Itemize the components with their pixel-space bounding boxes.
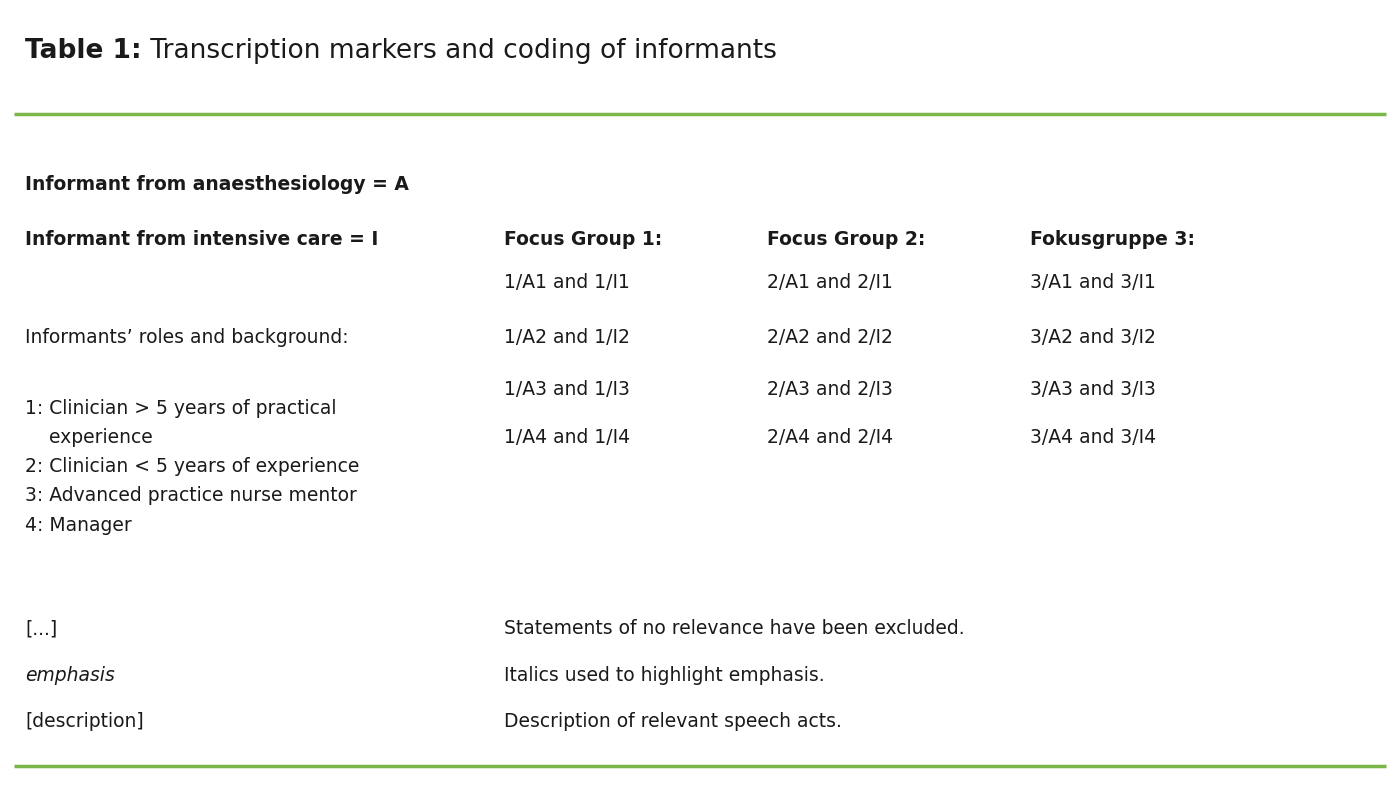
Text: 3/A3 and 3/I3: 3/A3 and 3/I3	[1030, 380, 1156, 399]
Text: experience: experience	[25, 428, 153, 447]
Text: Statements of no relevance have been excluded.: Statements of no relevance have been exc…	[504, 619, 965, 638]
Text: [description]: [description]	[25, 712, 144, 731]
Text: 2/A3 and 2/I3: 2/A3 and 2/I3	[767, 380, 893, 399]
Text: 1/A2 and 1/I2: 1/A2 and 1/I2	[504, 329, 630, 347]
Text: Description of relevant speech acts.: Description of relevant speech acts.	[504, 712, 841, 731]
Text: 3/A4 and 3/I4: 3/A4 and 3/I4	[1030, 428, 1156, 447]
Text: Informant from intensive care = I: Informant from intensive care = I	[25, 230, 378, 249]
Text: Informant from anaesthesiology = A: Informant from anaesthesiology = A	[25, 175, 409, 194]
Text: 1: Clinician > 5 years of practical: 1: Clinician > 5 years of practical	[25, 399, 336, 418]
Text: [...]: [...]	[25, 619, 57, 638]
Text: Informants’ roles and background:: Informants’ roles and background:	[25, 329, 349, 347]
Text: 1/A4 and 1/I4: 1/A4 and 1/I4	[504, 428, 630, 447]
Text: Focus Group 1:: Focus Group 1:	[504, 230, 662, 249]
Text: 2/A1 and 2/I1: 2/A1 and 2/I1	[767, 274, 893, 292]
Text: 1/A3 and 1/I3: 1/A3 and 1/I3	[504, 380, 630, 399]
Text: Italics used to highlight emphasis.: Italics used to highlight emphasis.	[504, 667, 825, 685]
Text: 1/A1 and 1/I1: 1/A1 and 1/I1	[504, 274, 630, 292]
Text: 3/A2 and 3/I2: 3/A2 and 3/I2	[1030, 329, 1156, 347]
Text: emphasis: emphasis	[25, 667, 115, 685]
Text: 4: Manager: 4: Manager	[25, 516, 132, 534]
Text: 3: Advanced practice nurse mentor: 3: Advanced practice nurse mentor	[25, 487, 357, 505]
Text: 2: Clinician < 5 years of experience: 2: Clinician < 5 years of experience	[25, 457, 360, 476]
Text: Table 1:: Table 1:	[25, 38, 141, 64]
Text: Fokusgruppe 3:: Fokusgruppe 3:	[1030, 230, 1196, 249]
Text: Focus Group 2:: Focus Group 2:	[767, 230, 925, 249]
Text: 2/A4 and 2/I4: 2/A4 and 2/I4	[767, 428, 893, 447]
Text: Transcription markers and coding of informants: Transcription markers and coding of info…	[141, 38, 777, 64]
Text: 2/A2 and 2/I2: 2/A2 and 2/I2	[767, 329, 893, 347]
Text: 3/A1 and 3/I1: 3/A1 and 3/I1	[1030, 274, 1156, 292]
